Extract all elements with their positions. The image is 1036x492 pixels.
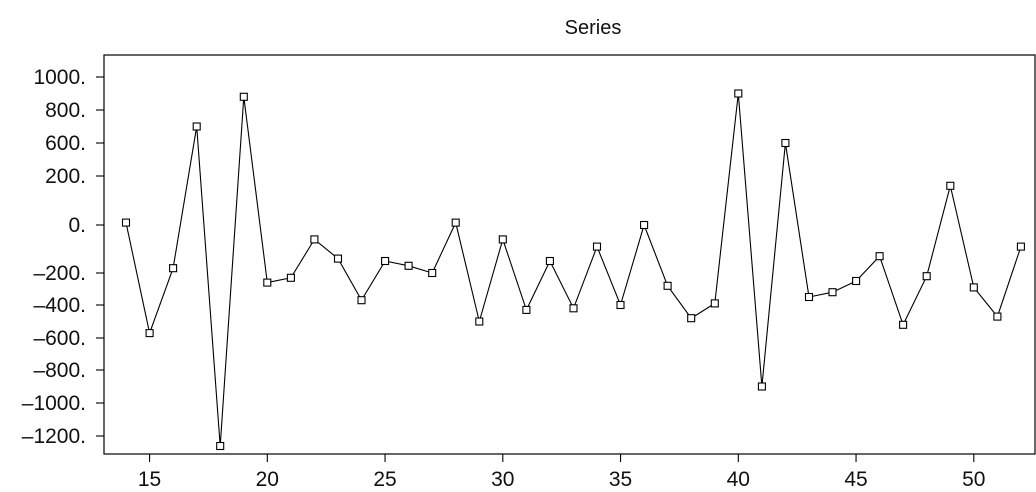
data-point-marker	[357, 296, 366, 305]
y-tick-label: 200.	[45, 165, 86, 188]
y-tick-label: 800.	[45, 99, 86, 122]
data-point-marker	[121, 218, 131, 227]
y-tick-label: –400.	[33, 294, 86, 317]
data-point-marker	[993, 312, 1002, 321]
data-point-marker	[286, 273, 295, 282]
data-point-marker	[852, 276, 861, 286]
data-point-marker	[1016, 242, 1025, 251]
data-point-marker	[381, 256, 390, 266]
data-point-marker	[404, 261, 413, 270]
x-tick-label: 50	[962, 468, 985, 491]
y-tick-label: –200.	[33, 262, 86, 285]
data-point-marker	[922, 272, 931, 281]
data-point-marker	[451, 218, 460, 227]
data-point-marker	[804, 292, 814, 302]
data-point-marker	[192, 122, 201, 131]
data-point-marker	[828, 288, 837, 297]
data-point-marker	[428, 268, 437, 278]
data-point-marker	[216, 441, 225, 451]
data-point-marker	[333, 254, 343, 263]
x-tick-label: 15	[138, 468, 161, 491]
series-layer	[121, 89, 1025, 451]
plot-area	[103, 54, 1036, 455]
data-point-marker	[640, 220, 649, 230]
y-tick-label: –800.	[33, 359, 86, 382]
data-point-marker	[757, 382, 766, 391]
data-point-marker	[310, 235, 319, 244]
chart-title: Series	[565, 17, 622, 39]
y-tick-label: –1200.	[22, 425, 86, 448]
data-point-marker	[263, 278, 272, 287]
x-tick-label: 45	[844, 468, 867, 491]
data-point-marker	[663, 281, 672, 290]
y-tick-label: –1000.	[22, 392, 86, 415]
data-point-marker	[616, 300, 625, 310]
x-tick-label: 20	[256, 468, 279, 491]
data-point-marker	[169, 264, 178, 273]
data-point-marker	[969, 283, 978, 292]
data-point-marker	[875, 252, 884, 261]
data-point-marker	[734, 89, 743, 98]
data-point-marker	[475, 317, 484, 326]
y-axis: 1000. 800. 600. 200. 0. –200. –400. –600. –800. –…	[22, 66, 104, 448]
series-line	[125, 93, 1022, 447]
x-tick-label: 35	[609, 468, 632, 491]
x-axis: 15 20 25 30 35 40 45 50	[138, 454, 985, 491]
y-tick-label: 600.	[45, 132, 86, 155]
x-tick-label: 40	[727, 468, 750, 491]
x-tick-label: 25	[373, 468, 396, 491]
data-point-marker	[592, 242, 602, 251]
data-point-marker	[239, 92, 248, 101]
data-point-marker	[498, 235, 507, 244]
data-point-marker	[687, 314, 696, 323]
data-point-marker	[545, 256, 554, 266]
y-tick-label: 1000.	[33, 66, 86, 89]
x-tick-label: 30	[491, 468, 514, 491]
y-tick-label: –600.	[33, 327, 86, 350]
data-point-marker	[569, 304, 578, 313]
data-point-marker	[781, 138, 790, 148]
data-point-marker	[946, 181, 955, 190]
data-point-marker	[899, 320, 908, 329]
data-point-marker	[145, 329, 154, 338]
data-point-marker	[522, 305, 531, 314]
data-point-marker	[710, 299, 719, 308]
y-tick-label: 0.	[68, 214, 86, 237]
